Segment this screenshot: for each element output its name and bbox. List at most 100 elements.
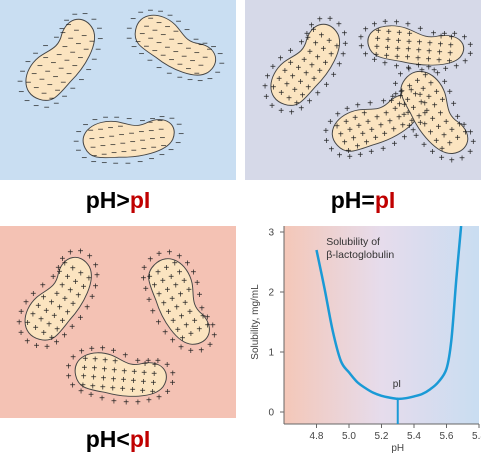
charge-sign: + [69,322,75,333]
protein-molecule [74,352,167,397]
solubility-curve [315,226,463,401]
charge-sign: + [335,109,341,120]
charge-sign: + [180,334,186,345]
charge-sign: + [102,356,108,367]
solubility-chart: 4.8 5.0 5.2 5.4 5.6 5.8 0 1 2 3 pI Solubility ofβ… [246,226,481,458]
charge-sign: + [344,104,350,115]
charge-sign: − [173,47,179,58]
charge-sign: + [447,56,453,67]
charge-sign: + [400,120,406,131]
charge-sign: + [41,293,47,304]
charge-sign: + [326,36,332,47]
charge-sign: − [55,86,61,97]
charge-sign: + [170,368,176,379]
charge-sign: + [369,125,375,136]
charge-sign: + [49,333,55,344]
charge-sign: + [179,312,185,323]
charge-sign: + [177,267,183,278]
annotation-line: β-lactoglobulin [326,249,394,261]
charge-sign: − [148,34,154,45]
charge-sign: + [290,71,296,82]
caption-ph-less-than-pi: pH<pI [0,426,236,453]
charge-sign: + [131,367,137,378]
x-tick-label: 5.8 [472,431,481,442]
charge-sign: − [130,137,136,148]
charge-sign: + [431,29,437,40]
charge-sign: + [360,129,366,140]
charge-sign: + [120,384,126,395]
charge-sign: + [62,294,68,305]
charge-sign: + [38,315,44,326]
charge-sign: − [148,13,154,24]
charge-sign: + [432,100,438,111]
charge-sign: + [88,390,94,401]
charge-sign: − [168,145,174,156]
charge-sign: + [435,122,441,133]
x-tick-label: 5.2 [375,431,389,442]
charge-sign: + [441,130,447,141]
charge-sign: + [415,76,421,87]
charge-sign: − [207,74,213,85]
charge-sign: − [39,75,45,86]
charge-sign: − [59,24,65,35]
charge-sign: + [166,248,172,259]
charge-sign: − [113,158,119,169]
charge-sign: + [321,44,327,55]
charge-sign: − [91,14,97,25]
charge-sign: + [135,356,141,367]
charge-sign: + [324,80,330,91]
charge-sign: − [157,116,163,127]
charge-sign: + [59,281,65,292]
charge-sign: + [57,267,63,278]
charge-sign: + [73,277,79,288]
charge-sign: − [56,50,62,61]
x-axis-label: pH [391,443,404,454]
charge-sign: + [121,366,127,377]
charge-sign: + [384,51,390,62]
charge-sign: + [197,290,203,301]
charge-sign: + [462,128,468,139]
panel-ph-greater-than-pi: − − − − − − − − − − − − − − − − − − − − − − − − − − − − − − − − − − − − − − − −… [0,0,236,180]
x-tick-label: 5.6 [440,431,454,442]
charge-sign: − [91,157,97,168]
charge-sign: + [288,58,294,69]
charge-sign: − [111,148,117,159]
charge-sign: + [387,116,393,127]
charge-sign: + [442,77,448,88]
charge-sign: + [397,70,403,81]
charge-sign: + [391,139,397,150]
caption-pi: pI [129,426,151,452]
charge-sign: − [75,145,81,156]
charge-sign: − [91,151,97,162]
charge-sign: − [165,43,171,54]
charge-sign: + [356,121,362,132]
charge-sign: + [165,285,171,296]
charge-sign: + [334,121,340,132]
charge-sign: + [101,365,107,376]
charge-sign: − [76,127,82,138]
charge-sign: − [185,64,191,75]
charge-sign: − [117,122,123,133]
charge-sign: − [190,56,196,67]
charge-sign: + [347,152,353,163]
charge-sign: + [361,109,367,120]
charge-sign: − [20,66,26,77]
charge-sign: + [94,271,100,282]
charge-sign: + [391,125,397,136]
charge-sign: + [390,92,396,103]
charge-sign: + [150,387,156,398]
charge-sign: + [93,281,99,292]
charge-sign: + [151,369,157,380]
charge-sign: + [394,52,400,63]
charge-sign: + [78,247,84,258]
charge-sign: − [64,15,70,26]
charge-sign: − [152,46,158,57]
charge-sign: + [33,323,39,334]
charge-sign: + [437,109,443,120]
charge-sign: + [111,374,117,385]
charge-sign: + [434,87,440,98]
charge-sign: − [176,120,182,131]
charge-sign: + [311,25,317,36]
charge-sign: − [137,157,143,168]
charge-sign: − [43,53,49,64]
